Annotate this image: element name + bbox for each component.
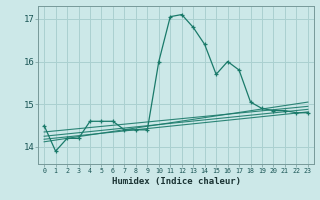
X-axis label: Humidex (Indice chaleur): Humidex (Indice chaleur) <box>111 177 241 186</box>
